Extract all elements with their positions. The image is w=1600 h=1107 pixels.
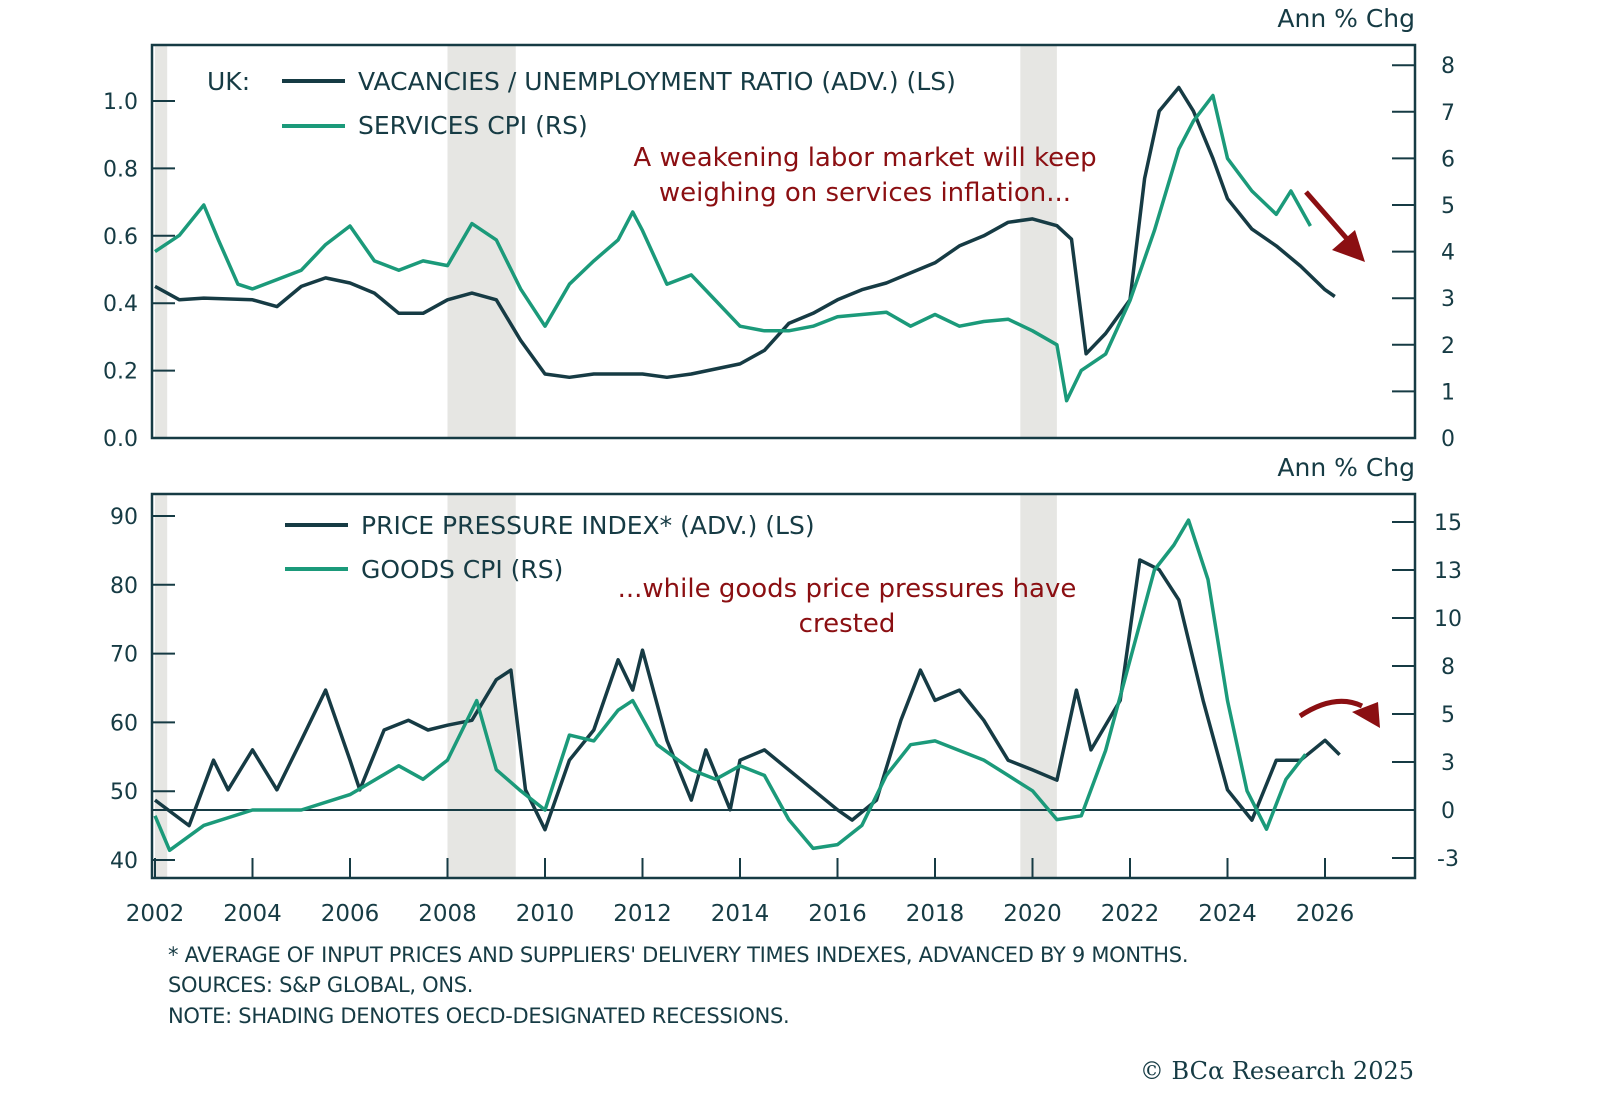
top-left-tick-label: 0.2 bbox=[103, 360, 138, 385]
bottom-panel: 40 50 60 70 80 90 -3 0 3 5 8 10 13 15 Ann % Chg PRICE… bbox=[110, 453, 1462, 880]
bottom-plot-frame bbox=[150, 492, 1417, 880]
bottom-series-lines bbox=[153, 518, 1341, 853]
bottom-series-green-line bbox=[153, 518, 1307, 853]
x-tick-label: 2004 bbox=[223, 901, 282, 927]
top-right-tick-label: 8 bbox=[1441, 54, 1455, 79]
bottom-series-dark-line bbox=[153, 558, 1341, 832]
top-right-tick-label: 5 bbox=[1441, 194, 1455, 219]
top-legend-prefix: UK: bbox=[207, 67, 250, 96]
top-plot-frame bbox=[150, 43, 1417, 440]
bottom-left-tick-label: 90 bbox=[110, 505, 138, 530]
bottom-recession-band bbox=[155, 494, 168, 878]
top-left-tick-label: 0.6 bbox=[103, 225, 138, 250]
top-series-lines bbox=[154, 85, 1336, 403]
top-right-tick-label: 0 bbox=[1441, 427, 1455, 452]
x-tick-label: 2012 bbox=[613, 901, 672, 927]
top-left-tick-label: 1.0 bbox=[103, 90, 138, 115]
x-tick-label: 2002 bbox=[126, 901, 185, 927]
top-right-tick-label: 2 bbox=[1441, 334, 1455, 359]
x-tick-label: 2018 bbox=[906, 901, 965, 927]
top-panel: 0.0 0.2 0.4 0.6 0.8 1.0 0 1 2 3 4 5 6 7 8 Ann % Chg UK… bbox=[103, 4, 1455, 452]
top-right-tick-label: 1 bbox=[1441, 380, 1455, 405]
top-left-tick-label: 0.4 bbox=[103, 292, 138, 317]
footnote-sources: SOURCES: S&P GLOBAL, ONS. bbox=[168, 973, 474, 997]
bottom-left-tick-label: 40 bbox=[110, 849, 138, 874]
top-left-tick-label: 0.8 bbox=[103, 157, 138, 182]
top-series-green-line bbox=[154, 93, 1312, 403]
x-tick-label: 2020 bbox=[1003, 901, 1062, 927]
bottom-legend-label-ppi: PRICE PRESSURE INDEX* (ADV.) (LS) bbox=[361, 511, 815, 540]
top-annotation-line-2: weighing on services inflation... bbox=[659, 178, 1071, 208]
bottom-annotation-line-1: ...while goods price pressures have bbox=[618, 574, 1077, 604]
top-axis-ticks: 0.0 0.2 0.4 0.6 0.8 1.0 0 1 2 3 4 5 6 7 8 bbox=[103, 54, 1455, 452]
x-tick-label: 2026 bbox=[1296, 901, 1355, 927]
x-tick-label: 2022 bbox=[1101, 901, 1160, 927]
top-right-tick-label: 6 bbox=[1441, 147, 1455, 172]
bottom-left-tick-label: 60 bbox=[110, 711, 138, 736]
bottom-left-tick-label: 80 bbox=[110, 574, 138, 599]
bottom-right-tick-label: 8 bbox=[1441, 655, 1455, 680]
bottom-axis-ticks: 40 50 60 70 80 90 -3 0 3 5 8 10 13 15 bbox=[110, 505, 1462, 878]
x-tick-label: 2024 bbox=[1198, 901, 1257, 927]
top-left-tick-label: 0.0 bbox=[103, 427, 138, 452]
top-recession-shading bbox=[155, 45, 1057, 438]
bottom-right-tick-label: 3 bbox=[1441, 751, 1455, 776]
bottom-right-tick-label: 10 bbox=[1434, 607, 1462, 632]
bottom-left-tick-label: 70 bbox=[110, 643, 138, 668]
x-tick-label: 2006 bbox=[321, 901, 380, 927]
top-legend-label-vacancies: VACANCIES / UNEMPLOYMENT RATIO (ADV.) (L… bbox=[358, 67, 956, 96]
top-right-tick-label: 4 bbox=[1441, 241, 1455, 266]
top-legend-label-services: SERVICES CPI (RS) bbox=[358, 111, 588, 140]
bottom-recession-band bbox=[1020, 494, 1057, 878]
bottom-right-tick-label: 0 bbox=[1441, 799, 1455, 824]
top-right-tick-label: 3 bbox=[1441, 287, 1455, 312]
top-series-dark-line bbox=[154, 85, 1336, 380]
bottom-legend-label-goods: GOODS CPI (RS) bbox=[361, 555, 563, 584]
x-tick-label: 2008 bbox=[418, 901, 477, 927]
footnote-note: NOTE: SHADING DENOTES OECD-DESIGNATED RE… bbox=[168, 1004, 790, 1028]
top-annotation-line-1: A weakening labor market will keep bbox=[633, 143, 1096, 173]
copyright: © BCα Research 2025 bbox=[1139, 1057, 1414, 1085]
bottom-recession-band bbox=[447, 494, 516, 878]
footnote-asterisk: * AVERAGE OF INPUT PRICES AND SUPPLIERS'… bbox=[168, 943, 1189, 967]
top-recession-band bbox=[447, 45, 516, 438]
x-tick-label: 2010 bbox=[516, 901, 575, 927]
top-annotation-arrow bbox=[1304, 190, 1365, 262]
top-recession-band bbox=[1020, 45, 1057, 438]
x-tick-label: 2014 bbox=[711, 901, 770, 927]
bottom-right-axis-title: Ann % Chg bbox=[1277, 453, 1415, 482]
bottom-annotation-arrow bbox=[1298, 698, 1380, 728]
bottom-right-tick-label: -3 bbox=[1437, 847, 1459, 872]
bottom-right-tick-label: 5 bbox=[1441, 703, 1455, 728]
bottom-recession-shading bbox=[155, 494, 1057, 878]
x-axis-labels: 2002 2004 2006 2008 2010 2012 2014 2016 2018 2020… bbox=[126, 901, 1355, 927]
bottom-annotation-line-2: crested bbox=[799, 609, 896, 639]
bottom-left-tick-label: 50 bbox=[110, 780, 138, 805]
top-right-tick-label: 7 bbox=[1441, 101, 1455, 126]
bottom-right-tick-label: 13 bbox=[1434, 559, 1462, 584]
x-tick-label: 2016 bbox=[808, 901, 867, 927]
top-right-axis-title: Ann % Chg bbox=[1277, 4, 1415, 33]
bottom-right-tick-label: 15 bbox=[1434, 511, 1462, 536]
top-recession-band bbox=[155, 45, 168, 438]
